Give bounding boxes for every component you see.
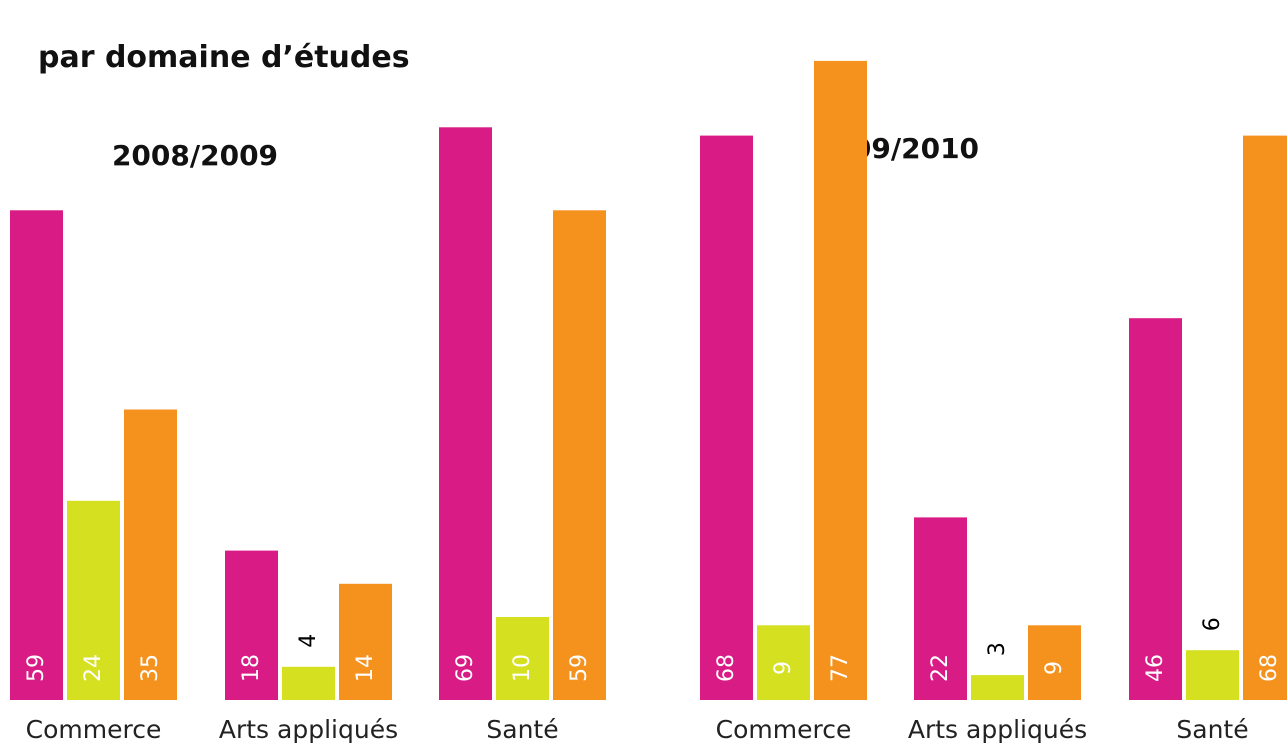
bar-1-3-1 xyxy=(439,127,492,701)
chart-title-1: 2008/2009 xyxy=(112,139,278,172)
chart-panel-1: 2008/2009 59 24 35 Commerce 18 4 14 Arts appliqu… xyxy=(10,127,606,744)
bar-1-2-1 xyxy=(225,550,278,700)
value-label-2-3-3: 68 xyxy=(1257,654,1282,682)
value-label-1-1-2: 24 xyxy=(81,654,106,682)
value-label-1-3-2: 10 xyxy=(510,654,535,682)
value-label-2-3-1: 46 xyxy=(1143,654,1168,682)
bar-1-1-3 xyxy=(124,409,177,700)
bar-1-1-1 xyxy=(10,210,63,701)
category-label-2-2: Arts appliqués xyxy=(908,715,1087,744)
category-label-2-3: Santé xyxy=(1176,715,1248,744)
bar-1-3-2 xyxy=(496,617,549,700)
value-label-2-1-2: 9 xyxy=(771,661,796,675)
value-label-1-2-1: 18 xyxy=(239,654,264,682)
category-label-2-1: Commerce xyxy=(716,715,852,744)
value-label-1-3-3: 59 xyxy=(567,654,592,682)
value-label-2-2-2: 3 xyxy=(985,642,1010,656)
value-label-1-1-3: 35 xyxy=(138,654,163,682)
bar-1-1-2 xyxy=(67,500,120,700)
bar-2-1-2 xyxy=(757,625,810,700)
bar-2-1-3 xyxy=(814,60,867,700)
value-label-1-2-2: 4 xyxy=(296,634,321,648)
bar-2-1-1 xyxy=(700,135,753,701)
category-label-1-3: Santé xyxy=(486,715,558,744)
bar-1-2-3 xyxy=(339,583,392,700)
bar-2-2-3 xyxy=(1028,625,1081,700)
bar-2-2-1 xyxy=(914,517,967,700)
category-label-1-2: Arts appliqués xyxy=(219,715,398,744)
bar-2-3-2 xyxy=(1186,650,1239,700)
value-label-2-1-1: 68 xyxy=(714,654,739,682)
value-label-1-3-1: 69 xyxy=(453,654,478,682)
category-label-1-1: Commerce xyxy=(26,715,162,744)
value-label-1-2-3: 14 xyxy=(353,654,378,682)
value-label-2-3-2: 6 xyxy=(1200,617,1225,631)
page-title: par domaine d’études xyxy=(38,40,410,75)
value-label-2-1-3: 77 xyxy=(828,654,853,682)
bar-2-3-3 xyxy=(1243,135,1287,701)
bar-1-2-2 xyxy=(282,666,335,700)
value-label-1-1-1: 59 xyxy=(24,654,49,682)
bar-1-3-3 xyxy=(553,210,606,701)
bar-2-2-2 xyxy=(971,675,1024,700)
value-label-2-2-3: 9 xyxy=(1042,661,1067,675)
bar-2-3-1 xyxy=(1129,318,1182,700)
value-label-2-2-1: 22 xyxy=(928,654,953,682)
